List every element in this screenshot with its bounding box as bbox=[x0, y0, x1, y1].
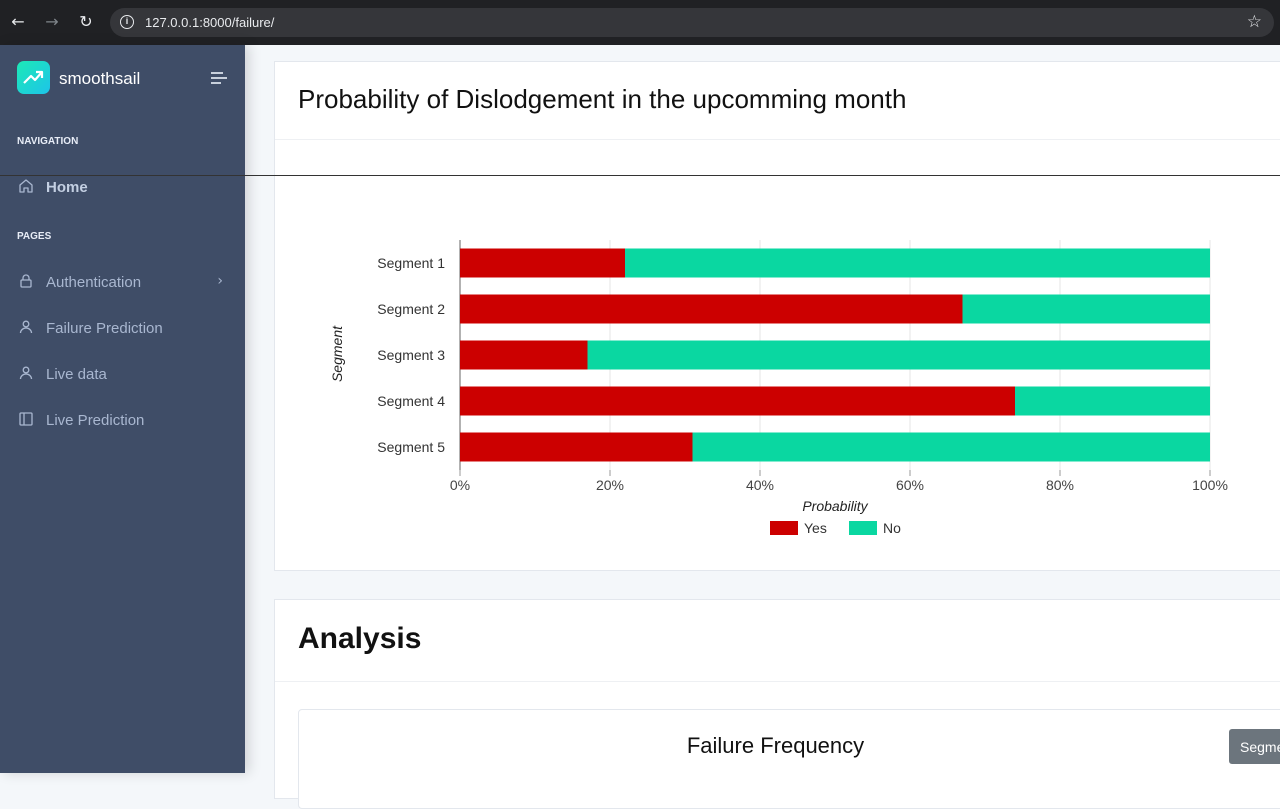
divider-line bbox=[0, 175, 1280, 176]
divider bbox=[275, 139, 1280, 140]
bookmark-star-icon[interactable]: ☆ bbox=[1246, 12, 1262, 32]
card-title: Probability of Dislodgement in the upcom… bbox=[298, 84, 907, 114]
sidebar: smoothsail NAVIGATION Home PAGES Authent… bbox=[0, 45, 245, 773]
forward-icon[interactable]: → bbox=[45, 12, 59, 31]
sidebar-item-label: Live data bbox=[46, 366, 107, 383]
analysis-title: Analysis bbox=[298, 622, 422, 655]
sidebar-item-label: Home bbox=[46, 179, 88, 196]
failure-frequency-card: Failure Frequency bbox=[298, 709, 1280, 809]
user-icon bbox=[19, 366, 33, 380]
sidebar-item-live-prediction[interactable]: Live Prediction bbox=[0, 402, 245, 438]
logo bbox=[17, 61, 50, 94]
caption-navigation: NAVIGATION bbox=[17, 136, 79, 147]
browser-toolbar: ← → ↻ i 127.0.0.1:8000/failure/ ☆ bbox=[0, 0, 1280, 45]
lock-icon bbox=[20, 274, 32, 288]
sidebar-item-authentication[interactable]: Authentication › bbox=[0, 264, 245, 300]
caption-pages: PAGES bbox=[17, 231, 52, 242]
sidebar-item-failure-prediction[interactable]: Failure Prediction bbox=[0, 310, 245, 346]
url-text: 127.0.0.1:8000/failure/ bbox=[145, 15, 275, 30]
sidebar-item-home[interactable]: Home bbox=[0, 169, 245, 205]
sidebar-item-label: Failure Prediction bbox=[46, 320, 163, 337]
sidebar-panel-icon bbox=[19, 412, 33, 426]
failure-frequency-title: Failure Frequency bbox=[686, 733, 865, 758]
chart-tooltip: Segme bbox=[1229, 729, 1280, 764]
menu-toggle-icon[interactable] bbox=[211, 72, 227, 87]
main-content: Probability of Dislodgement in the upcom… bbox=[245, 45, 1280, 809]
brand-name: smoothsail bbox=[59, 69, 141, 88]
divider bbox=[275, 681, 1280, 682]
sidebar-item-label: Live Prediction bbox=[46, 412, 145, 429]
probability-card: Probability of Dislodgement in the upcom… bbox=[274, 61, 1280, 571]
home-icon bbox=[19, 179, 33, 193]
chevron-right-icon: › bbox=[217, 273, 223, 289]
user-icon bbox=[19, 320, 33, 334]
sidebar-item-live-data[interactable]: Live data bbox=[0, 356, 245, 392]
address-bar[interactable]: i 127.0.0.1:8000/failure/ ☆ bbox=[110, 8, 1274, 37]
sidebar-item-label: Authentication bbox=[46, 274, 142, 291]
site-info-icon[interactable]: i bbox=[120, 15, 134, 29]
trending-up-icon bbox=[23, 70, 44, 84]
analysis-card: Analysis Failure Frequency bbox=[274, 599, 1280, 809]
back-icon[interactable]: ← bbox=[11, 12, 25, 31]
reload-icon[interactable]: ↻ bbox=[79, 12, 93, 31]
